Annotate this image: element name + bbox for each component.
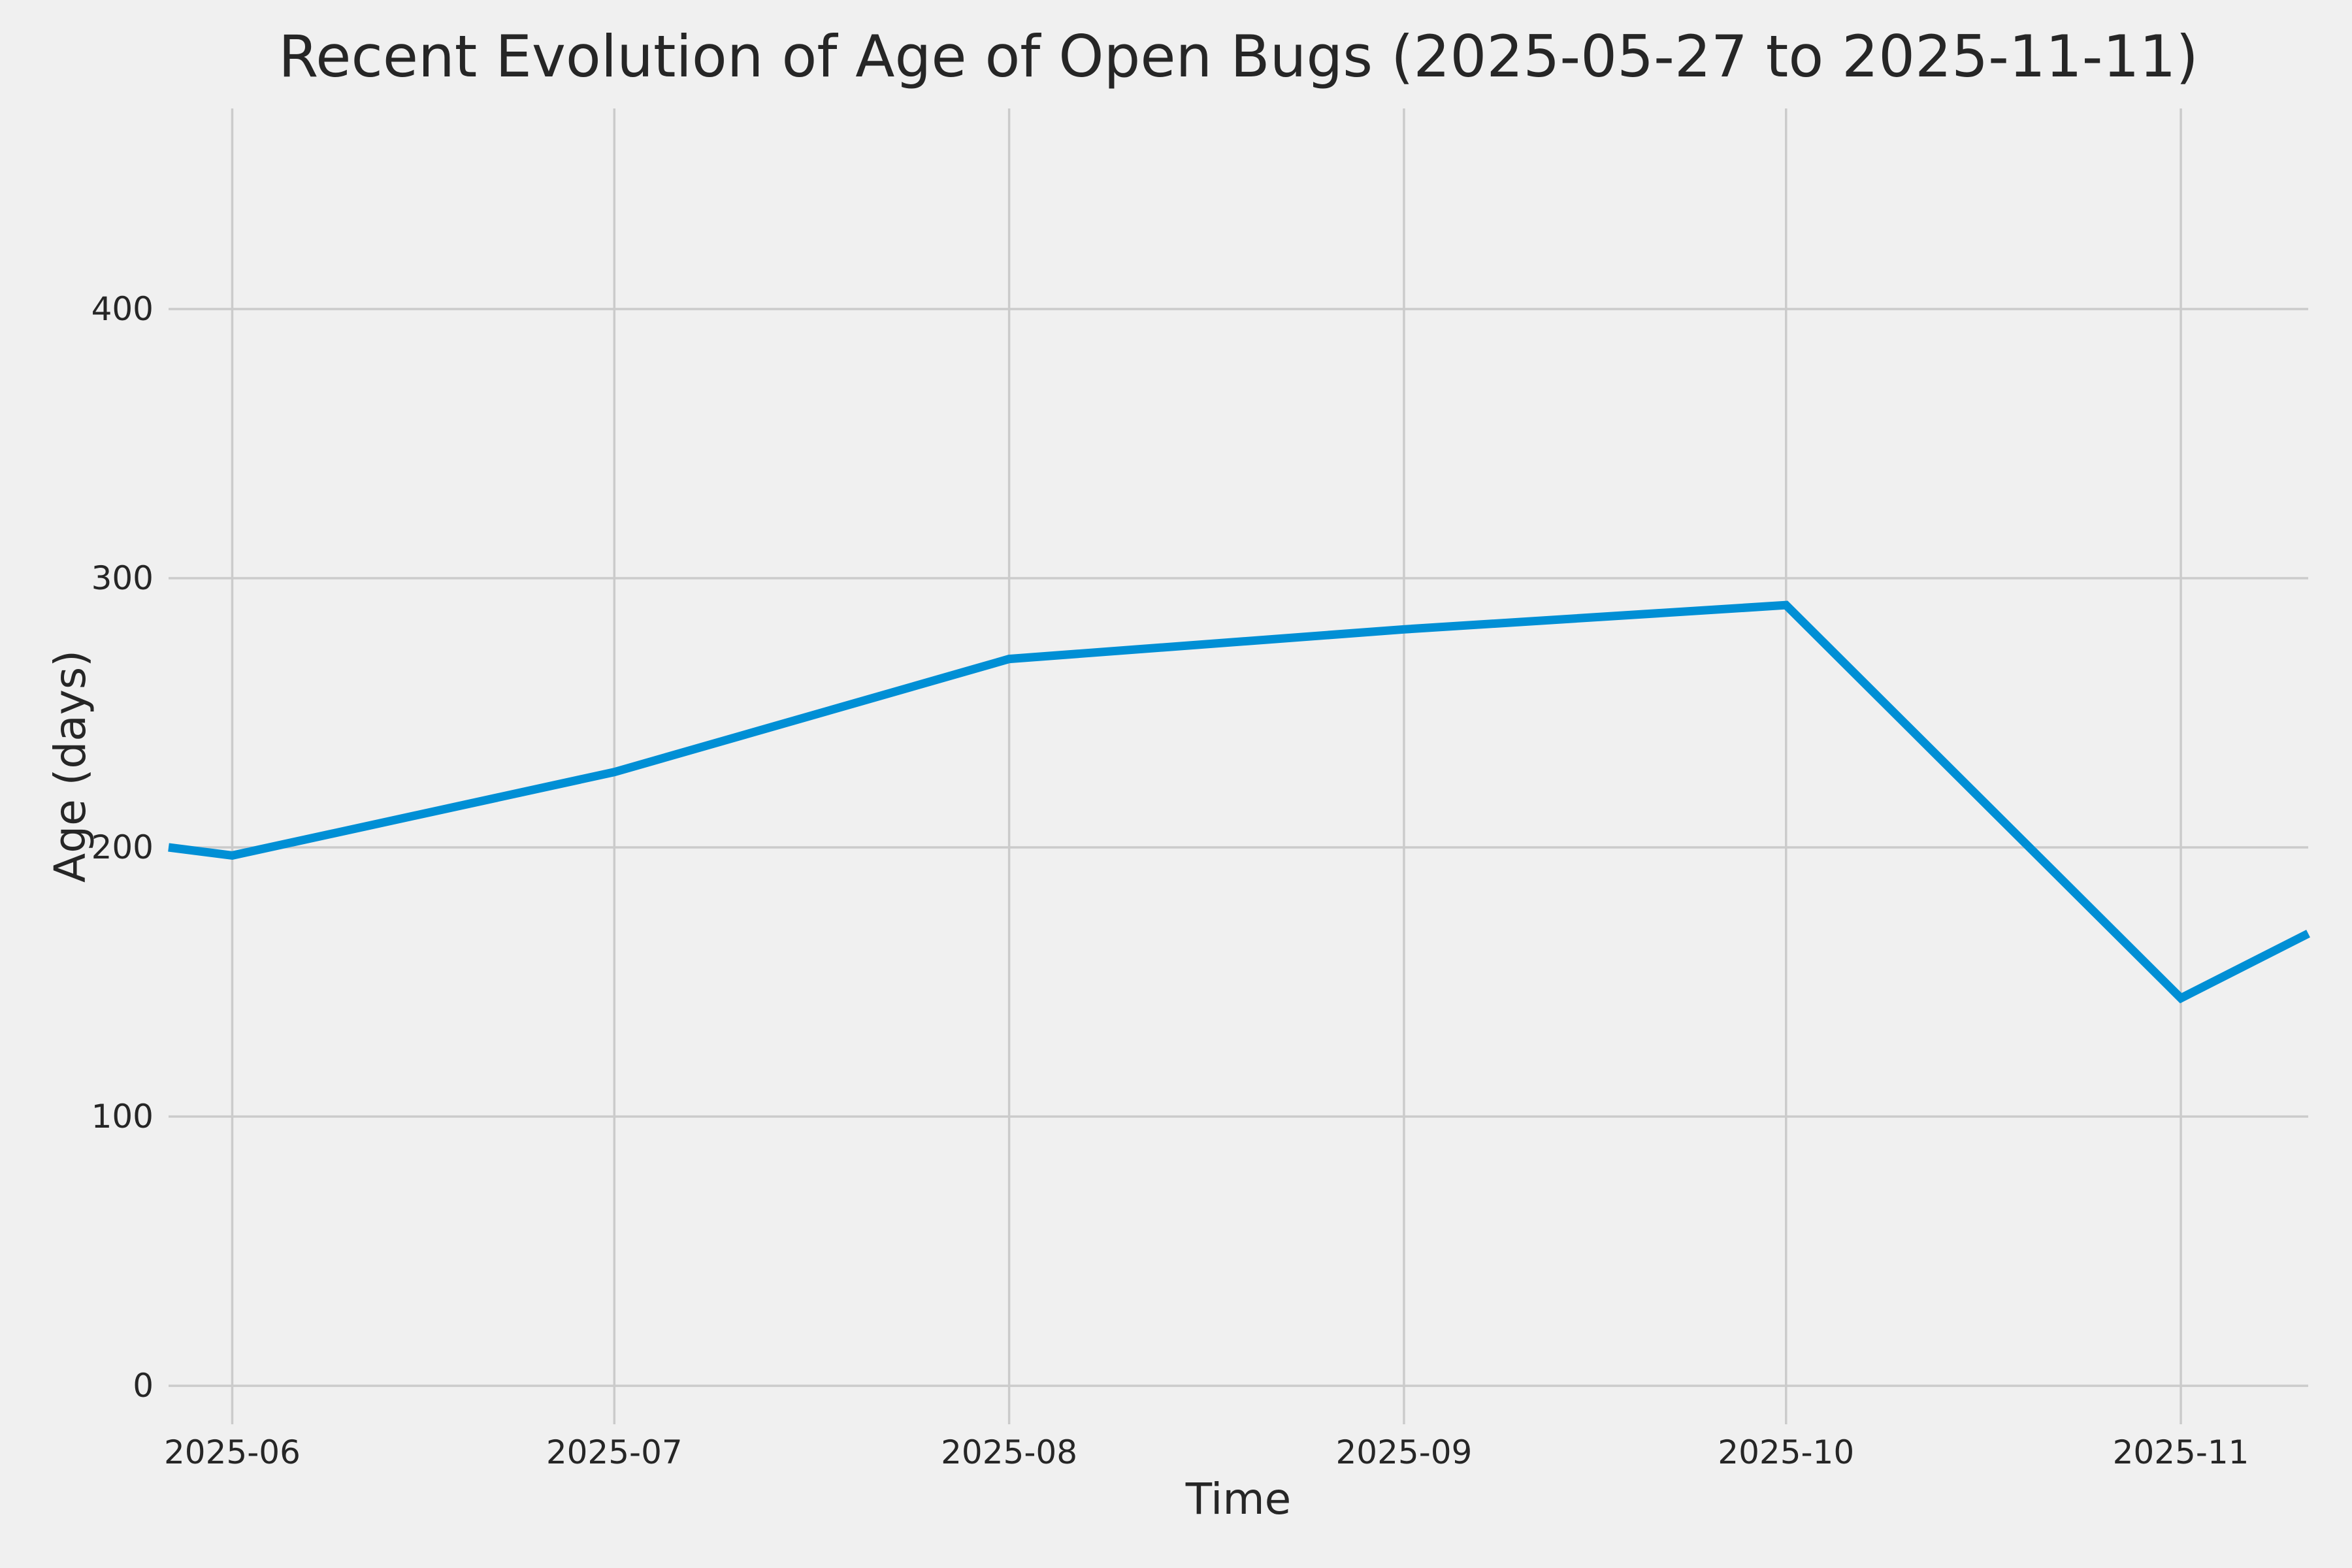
y-tick-label: 200 xyxy=(91,828,154,867)
chart-title: Recent Evolution of Age of Open Bugs (20… xyxy=(278,23,2198,90)
x-tick-label: 2025-09 xyxy=(1335,1433,1473,1471)
gridlines xyxy=(169,108,2308,1424)
y-axis-label: Age (days) xyxy=(45,650,96,883)
y-tick-label: 0 xyxy=(133,1367,154,1405)
x-tick-label: 2025-11 xyxy=(2112,1433,2249,1471)
y-tick-label: 400 xyxy=(91,289,154,328)
x-tick-label: 2025-07 xyxy=(546,1433,683,1471)
x-axis-label: Time xyxy=(1185,1474,1292,1524)
age-line-series xyxy=(168,600,2310,1004)
y-tick-label: 300 xyxy=(91,559,154,597)
x-tick-label: 2025-06 xyxy=(164,1433,301,1471)
x-tick-label: 2025-08 xyxy=(941,1433,1078,1471)
y-tick-label: 100 xyxy=(91,1098,154,1136)
x-tick-label: 2025-10 xyxy=(1718,1433,1855,1471)
